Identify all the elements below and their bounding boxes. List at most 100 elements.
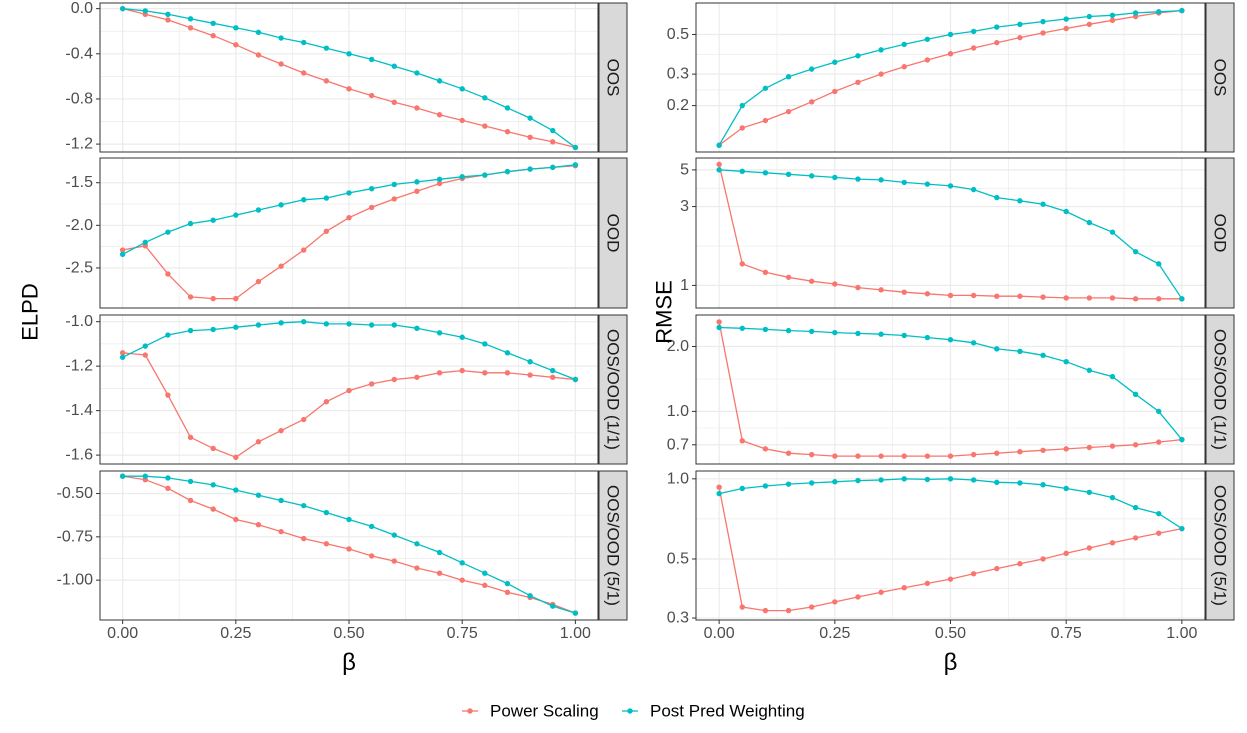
data-point [504, 580, 511, 587]
data-point [391, 558, 397, 564]
y-tick-label: 0.5 [667, 26, 689, 43]
data-point [504, 350, 511, 356]
x-axis-title: β [342, 649, 356, 676]
data-point [346, 516, 352, 523]
data-point [187, 327, 194, 334]
data-point [301, 70, 307, 76]
data-point [1063, 485, 1069, 492]
data-point [970, 28, 977, 35]
data-point [165, 17, 171, 23]
data-point [346, 387, 352, 394]
data-point [901, 585, 907, 591]
data-point [808, 480, 815, 486]
y-tick-label: -2.5 [65, 259, 93, 276]
data-point [459, 560, 465, 566]
data-point [482, 582, 488, 589]
data-point [878, 177, 884, 183]
y-tick-label: 1 [680, 277, 689, 294]
data-point [391, 322, 397, 328]
data-point [855, 453, 861, 459]
data-point [1017, 21, 1023, 28]
data-point [414, 565, 420, 571]
data-point [832, 329, 838, 336]
data-point [210, 506, 216, 512]
data-point [165, 475, 171, 481]
data-point [1086, 367, 1093, 374]
data-point [436, 370, 443, 376]
data-point [210, 33, 216, 39]
data-point [924, 36, 931, 42]
data-point [1017, 348, 1023, 354]
data-point [323, 45, 330, 51]
data-point [832, 59, 838, 65]
data-point [785, 274, 792, 280]
data-point [368, 92, 375, 99]
y-axis-title: ELPD [18, 283, 43, 340]
data-point [414, 188, 420, 194]
data-point [323, 228, 330, 234]
data-point [832, 174, 838, 181]
data-point [1109, 540, 1116, 546]
data-point [947, 337, 954, 343]
data-point [1063, 16, 1069, 22]
data-point [301, 535, 307, 542]
y-tick-label: -0.75 [57, 528, 94, 545]
x-tick-label: 0.75 [1051, 625, 1082, 642]
data-point [255, 29, 262, 36]
data-point [785, 171, 792, 178]
data-point [832, 453, 838, 459]
data-point [233, 487, 239, 493]
data-point [527, 166, 533, 172]
data-point [414, 541, 420, 547]
data-point [855, 53, 861, 59]
data-point [1179, 525, 1185, 532]
data-point [278, 202, 284, 208]
data-point [808, 278, 815, 284]
data-point [187, 220, 194, 227]
data-point [323, 78, 330, 84]
data-point [901, 453, 907, 459]
x-tick-label: 1.00 [560, 625, 591, 642]
data-point [436, 330, 443, 336]
data-point [855, 330, 861, 337]
data-point [233, 25, 239, 31]
data-point [1063, 446, 1069, 452]
data-point [550, 374, 556, 380]
data-point [994, 479, 1000, 486]
data-point [504, 589, 511, 595]
facet-strip-label: OOS [604, 59, 623, 97]
data-point [301, 197, 307, 203]
data-point [716, 324, 722, 331]
panel-border [695, 157, 1206, 309]
data-point [255, 207, 262, 213]
facet-strip-label: OOD [604, 214, 623, 253]
data-point [739, 325, 745, 331]
data-point [142, 239, 148, 246]
data-point [368, 56, 375, 63]
data-point [762, 607, 769, 614]
data-point [716, 167, 722, 173]
panel-border [99, 157, 599, 309]
data-point [187, 25, 194, 31]
y-tick-label: 0.3 [667, 610, 689, 627]
data-point [878, 331, 884, 337]
data-point [210, 217, 216, 223]
data-point [1063, 359, 1069, 365]
y-axis-title: RMSE [652, 280, 677, 344]
data-point [255, 492, 262, 498]
data-point [716, 161, 722, 168]
data-point [1109, 17, 1116, 24]
data-point [1156, 261, 1162, 267]
data-point [785, 327, 792, 334]
data-point [527, 134, 533, 141]
facet-strip-label: OOS/OOD (5/1) [1211, 485, 1230, 606]
data-point [255, 522, 262, 528]
data-point [346, 214, 352, 221]
data-point [1156, 296, 1162, 302]
data-point [1132, 391, 1139, 398]
data-point [436, 549, 443, 556]
data-point [924, 57, 931, 63]
x-tick-label: 0.50 [333, 625, 364, 642]
data-point [1132, 442, 1139, 448]
data-point [1109, 494, 1116, 501]
